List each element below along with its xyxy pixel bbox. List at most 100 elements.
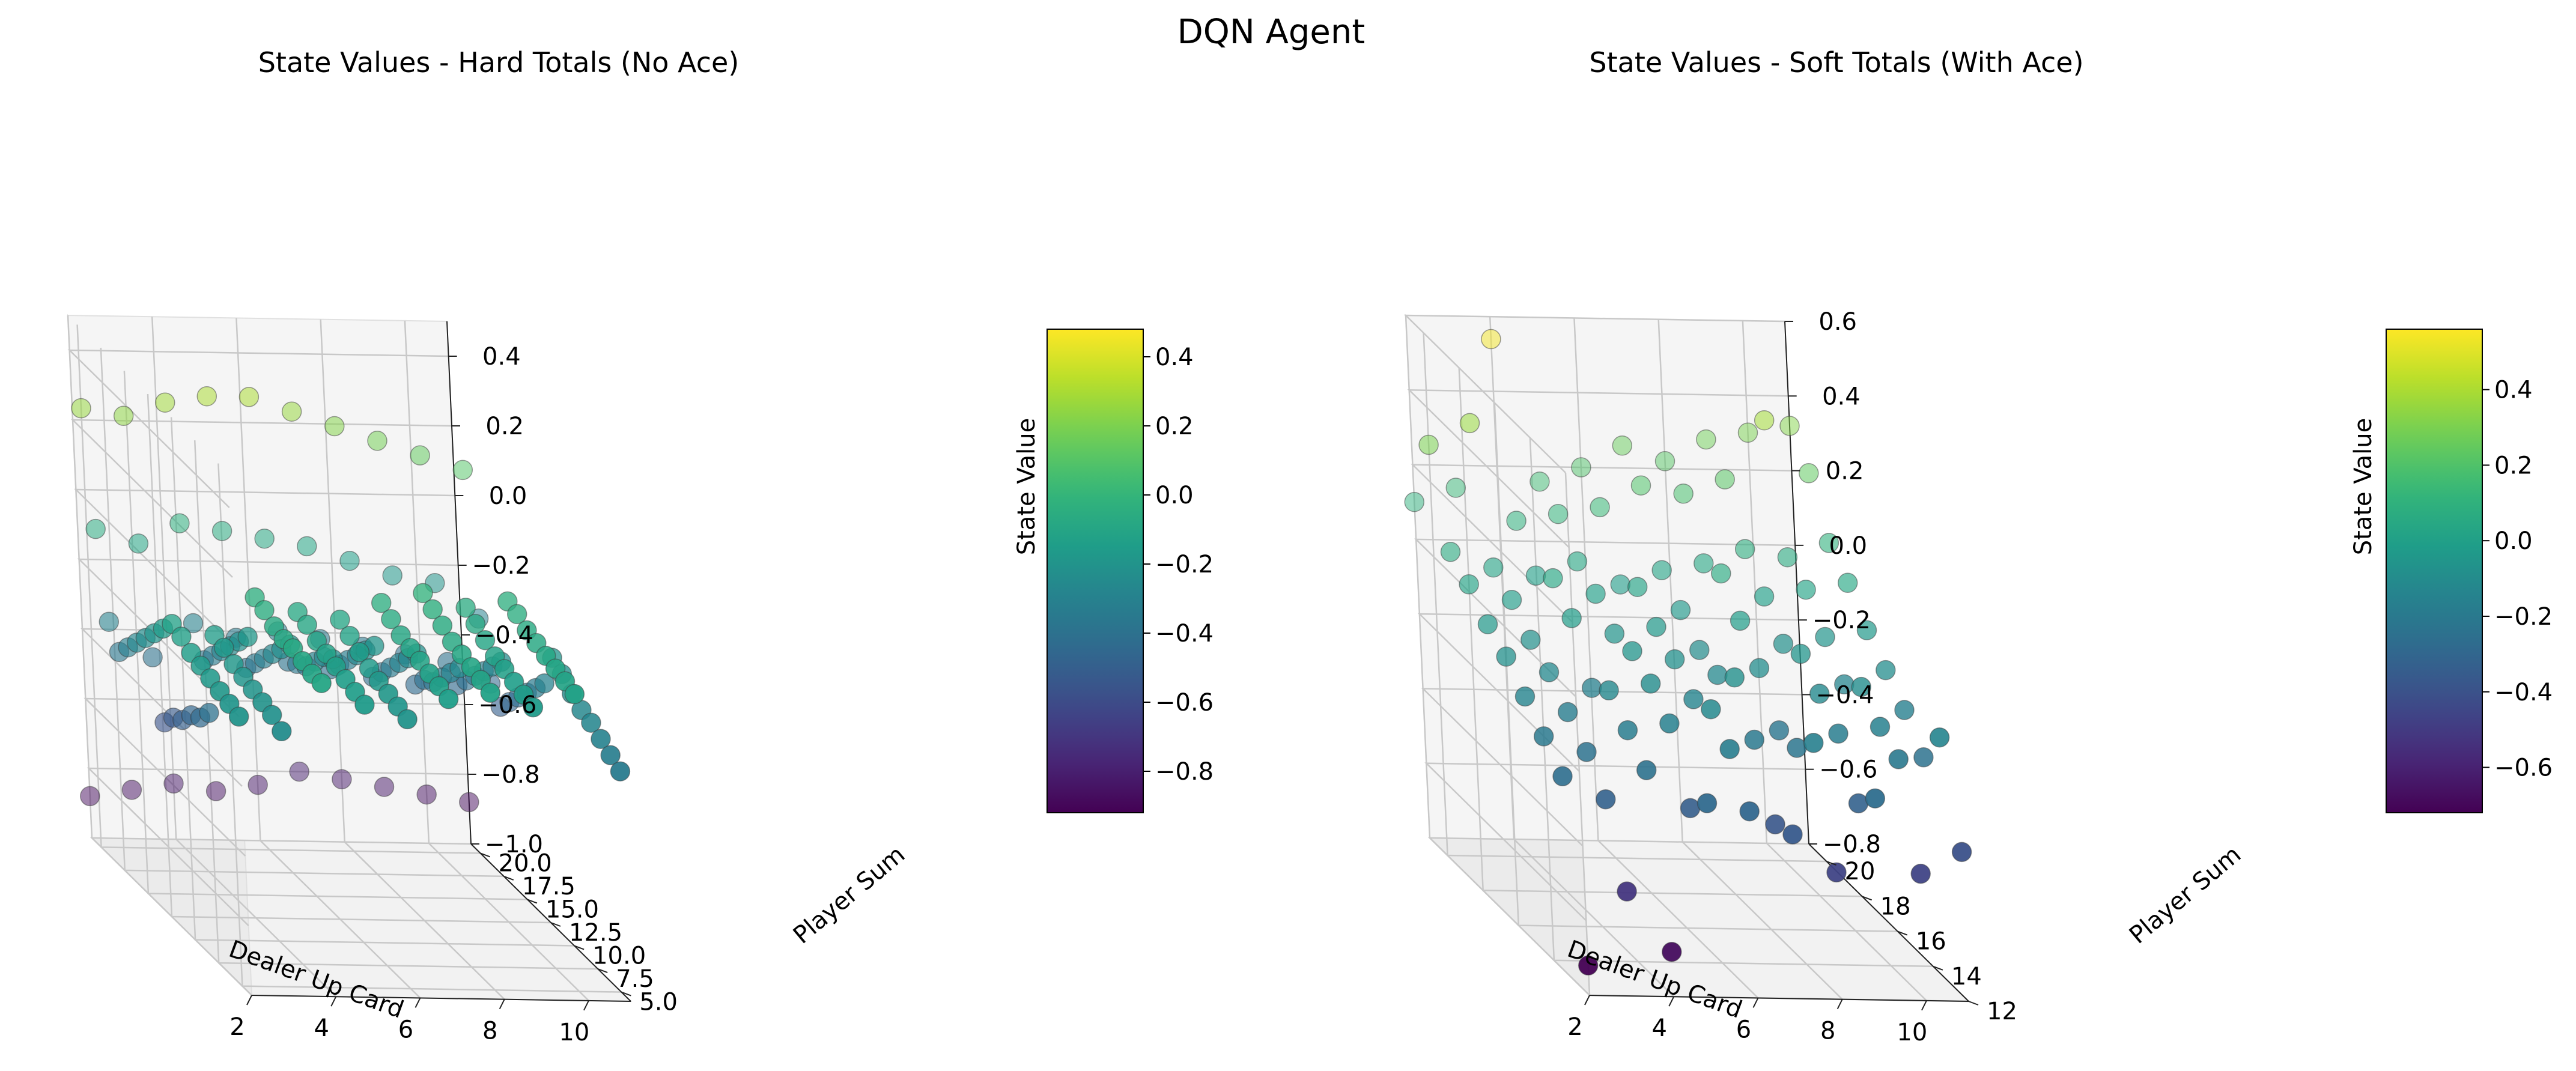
data-point	[171, 627, 192, 647]
data-point	[1664, 649, 1685, 670]
data-point	[1636, 760, 1657, 780]
colorbar-tick-label: 0.2	[1155, 413, 1194, 440]
x-tick	[1921, 1000, 1927, 1011]
scatter-points	[71, 386, 631, 813]
data-point	[410, 445, 430, 466]
data-point	[1754, 586, 1775, 607]
colorbar-bar	[2386, 329, 2483, 813]
data-point	[422, 599, 443, 620]
colorbar: −0.8 −0.6 −0.4 −0.2 0.0 0.2 0.4	[1046, 329, 1214, 813]
x-tick-label: 2	[1567, 1013, 1582, 1041]
data-point	[1782, 824, 1803, 845]
y-tick	[503, 876, 514, 881]
z-tick-label: −0.2	[472, 552, 530, 580]
axes-grid	[1403, 314, 1969, 1003]
data-point	[211, 521, 232, 541]
data-point	[371, 592, 392, 613]
data-point	[349, 642, 370, 663]
data-point	[1707, 664, 1728, 685]
data-point	[254, 528, 275, 549]
gridline-z	[1421, 688, 1802, 847]
data-point	[80, 786, 100, 807]
data-point	[128, 533, 149, 554]
gridline-z	[1407, 389, 1788, 548]
data-point	[1581, 678, 1602, 698]
x-tick	[1668, 996, 1675, 1007]
z-tick-label: 0.0	[1829, 532, 1868, 560]
data-point	[297, 536, 317, 557]
data-point	[289, 761, 309, 782]
data-point	[1910, 863, 1931, 884]
data-point	[523, 697, 544, 718]
panel-hard-totals: State Values - Hard Totals (No Ace) 2 4 6 8…	[67, 46, 1214, 1046]
colorbar-tick-label: 0.0	[2494, 527, 2533, 555]
data-point	[169, 513, 190, 533]
data-point	[600, 745, 621, 765]
data-point	[1724, 667, 1745, 688]
gridline-z	[1427, 837, 1809, 996]
data-point	[1533, 726, 1554, 747]
data-point	[1790, 643, 1811, 664]
y-tick	[1933, 965, 1943, 971]
data-point	[591, 729, 611, 749]
y-tick-label: 5.0	[639, 989, 678, 1016]
y-tick-label: 20.0	[499, 849, 552, 877]
data-point	[154, 392, 175, 413]
y-tick	[550, 922, 561, 927]
data-point	[610, 761, 631, 781]
panel-soft-totals: State Values - Soft Totals (With Ace) 2 4…	[1403, 46, 2553, 1046]
data-point	[1856, 620, 1877, 640]
data-point	[332, 769, 352, 790]
data-point	[432, 615, 453, 636]
data-point	[228, 706, 249, 727]
data-point	[382, 565, 402, 586]
x-tick-labels: 2 4 6 8 10	[229, 995, 589, 1046]
data-point	[1848, 793, 1869, 814]
data-point	[238, 387, 260, 407]
data-point	[1837, 572, 1858, 593]
data-point	[1744, 729, 1765, 750]
gridline-z	[1424, 762, 1806, 921]
data-point	[1617, 881, 1637, 902]
data-point	[354, 694, 375, 715]
x-tick-label: 6	[398, 1016, 413, 1043]
y-tick	[1826, 861, 1836, 866]
data-point	[1697, 793, 1718, 813]
data-point	[297, 614, 317, 635]
colorbar-label: State Value	[2350, 418, 2377, 555]
x-axis-line	[251, 995, 631, 1002]
colorbar: −0.6 −0.4 −0.2 0.0 0.2 0.4	[2386, 329, 2553, 813]
x-tick	[415, 997, 421, 1008]
x-tick-label: 6	[1736, 1016, 1751, 1043]
data-point	[438, 689, 459, 709]
data-point	[1779, 416, 1800, 436]
z-tick-label: 0.4	[1822, 383, 1861, 410]
data-point	[475, 630, 496, 651]
gridline-z	[80, 628, 462, 787]
data-point	[1826, 862, 1847, 883]
gridline-z	[1403, 314, 1785, 473]
data-point	[1694, 553, 1714, 574]
chart-title: State Values - Hard Totals (No Ace)	[258, 46, 740, 79]
data-point	[1809, 684, 1830, 704]
x-tick	[1752, 997, 1759, 1008]
data-point	[1552, 766, 1573, 787]
data-point	[183, 613, 204, 634]
x-tick	[1584, 995, 1590, 1006]
data-point	[1951, 842, 1972, 863]
data-point	[1680, 798, 1701, 819]
data-point	[1734, 539, 1755, 559]
data-point	[416, 784, 437, 805]
back-pane	[67, 314, 472, 845]
z-tick-label: 0.2	[1826, 458, 1864, 485]
data-point	[99, 611, 120, 632]
data-point	[1477, 614, 1498, 634]
data-point	[455, 597, 476, 618]
data-point	[121, 780, 142, 800]
data-point	[1543, 568, 1563, 589]
data-point	[1483, 557, 1504, 578]
y-tick	[597, 968, 608, 973]
data-point	[381, 608, 401, 630]
data-point	[1815, 627, 1835, 648]
data-point	[374, 777, 395, 797]
